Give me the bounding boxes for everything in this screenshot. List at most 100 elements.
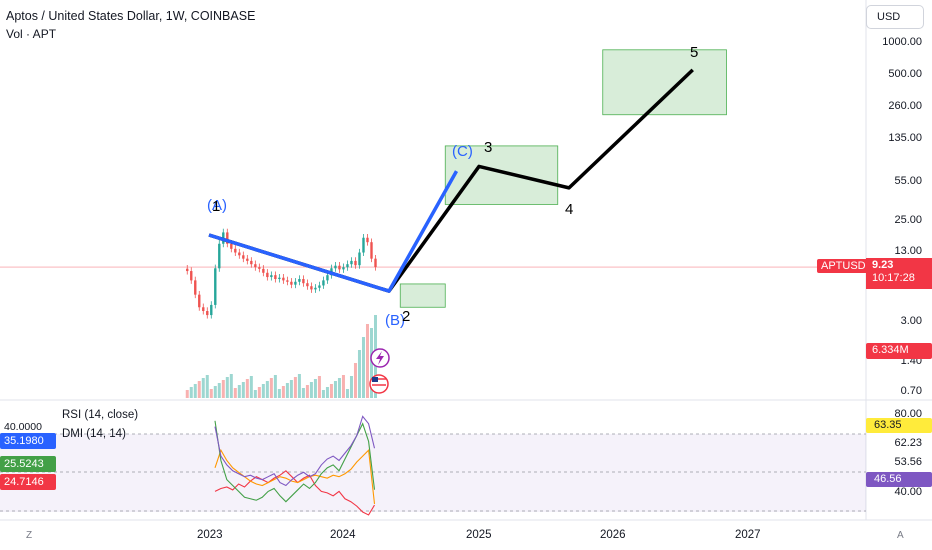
candle-body <box>250 260 253 265</box>
candle-body <box>214 268 217 305</box>
chart-title: Aptos / United States Dollar, 1W, COINBA… <box>6 9 256 23</box>
volume-bar <box>309 382 313 398</box>
volume-bar <box>333 381 337 398</box>
symbol-tag: APTUSD <box>817 259 870 273</box>
volume-bar <box>349 376 353 398</box>
candle-body <box>230 243 233 249</box>
volume-bar <box>197 381 201 398</box>
volume-tag: 6.334M <box>866 343 932 359</box>
candle-body <box>234 248 237 253</box>
last-price-value: 9.23 <box>872 259 894 271</box>
volume-bar <box>341 375 345 398</box>
dmi-value-tag: 46.56 <box>866 472 932 487</box>
candle-body <box>286 280 289 282</box>
volume-bar <box>245 379 249 398</box>
volume-bar <box>257 387 261 398</box>
price-tick-label: 0.70 <box>900 385 922 397</box>
volume-bar <box>249 376 253 398</box>
candle-body <box>218 243 221 269</box>
candle-body <box>354 260 357 266</box>
target-zone-box <box>602 49 727 116</box>
volume-bar <box>225 377 229 398</box>
price-tick-label: 500.00 <box>888 68 922 80</box>
candle-body <box>190 271 193 281</box>
bar-countdown: 10:17:28 <box>872 272 915 284</box>
volume-bar <box>345 389 349 398</box>
candle-body <box>258 267 261 269</box>
last-price-badge: 9.23 10:17:28 <box>866 258 932 289</box>
candle-body <box>338 265 341 270</box>
indicator-tick-label: 53.56 <box>894 456 922 468</box>
adx-line <box>214 448 376 504</box>
wave-label-5: 5 <box>690 44 699 61</box>
candle-body <box>310 286 313 290</box>
volume-bar <box>193 384 197 398</box>
zoom-reset-button[interactable]: Z <box>26 530 33 541</box>
volume-bar <box>217 383 221 398</box>
flag-canton <box>372 377 378 382</box>
candle-body <box>238 252 241 256</box>
candle-body <box>318 285 321 288</box>
volume-bar <box>221 380 225 398</box>
volume-legend: Vol · APT <box>6 27 57 41</box>
wave-label-3: 3 <box>484 139 493 156</box>
volume-bar <box>337 378 341 398</box>
price-tick-label: 13.00 <box>894 245 922 257</box>
volume-bar <box>233 388 237 398</box>
rsi-value-tag: 63.35 <box>866 418 932 433</box>
currency-button[interactable]: USD <box>866 5 924 29</box>
volume-bar <box>285 383 289 398</box>
dmi-minus-badge: 24.7146 <box>0 474 56 490</box>
rsi-band <box>0 434 866 512</box>
candle-body <box>226 232 229 244</box>
volume-bar <box>353 363 357 398</box>
auto-scale-button[interactable]: A <box>897 530 904 541</box>
time-tick-label: 2024 <box>330 529 356 541</box>
candle-body <box>314 287 317 290</box>
target-zone-box <box>399 283 446 308</box>
wave-label-B: (B) <box>385 312 405 329</box>
price-tick-label: 135.00 <box>888 132 922 144</box>
volume-bar <box>369 328 373 398</box>
candle-body <box>350 260 353 265</box>
volume-bar <box>277 389 281 398</box>
volume-bar <box>209 389 213 398</box>
volume-bar <box>201 378 205 398</box>
target-zone-box <box>444 145 559 205</box>
wave-label-A: (A) <box>207 197 227 214</box>
indicator-tick-label: 40.00 <box>894 486 922 498</box>
rsi-legend: RSI (14, close) <box>62 409 139 421</box>
candle-body <box>278 277 281 280</box>
candle-body <box>294 281 297 285</box>
candle-body <box>298 279 301 282</box>
candle-body <box>346 264 349 268</box>
candle-body <box>282 277 285 281</box>
volume-bar <box>185 390 189 398</box>
dmi-minus-line <box>214 470 375 516</box>
rsi-left-value: 40.0000 <box>4 421 42 433</box>
candle-body <box>246 258 249 261</box>
price-tick-label: 260.00 <box>888 100 922 112</box>
time-tick-label: 2026 <box>600 529 626 541</box>
candle-body <box>242 255 245 259</box>
volume-bar <box>317 376 321 398</box>
candle-body <box>322 280 325 286</box>
candle-body <box>198 294 201 308</box>
candle-body <box>326 275 329 281</box>
candle-body <box>306 283 309 287</box>
dmi-legend: DMI (14, 14) <box>62 428 126 440</box>
candle-body <box>358 252 361 266</box>
candle-body <box>274 275 277 280</box>
candle-body <box>334 265 337 269</box>
wave-label-2: 2 <box>402 308 411 325</box>
candle-body <box>362 237 365 253</box>
lightning-icon <box>376 351 384 365</box>
wave-label-1: 1 <box>212 198 221 215</box>
volume-bar <box>297 374 301 398</box>
volume-bar <box>313 379 317 398</box>
volume-bar <box>329 384 333 398</box>
candle-body <box>254 264 257 268</box>
volume-bar <box>273 375 277 398</box>
volume-bar <box>205 375 209 398</box>
